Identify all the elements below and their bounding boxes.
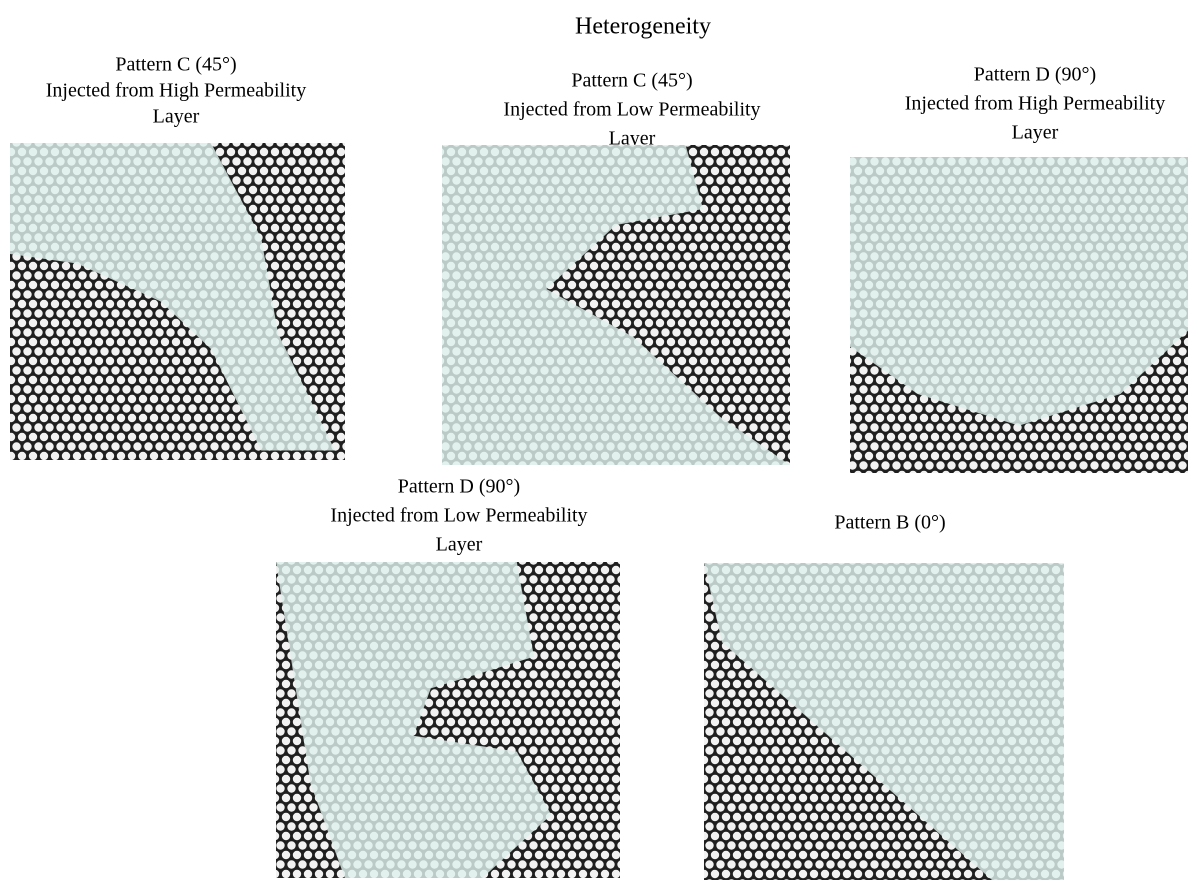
panel-caption: Pattern C (45°) xyxy=(115,54,236,76)
micromodel-image xyxy=(10,143,345,460)
panel: Pattern D (90°) Injected from Low Permeab… xyxy=(276,476,620,878)
figure: Heterogeneity Pattern C (45°) Injected fr… xyxy=(0,0,1198,883)
panel-caption: Pattern B (0°) xyxy=(834,512,945,534)
micromodel-image xyxy=(704,563,1064,880)
figure-title: Heterogeneity xyxy=(575,14,711,40)
panel-caption: Layer xyxy=(436,534,483,556)
panel-caption: Pattern C (45°) xyxy=(571,70,692,92)
micromodel-image xyxy=(276,562,620,878)
panel-caption: Injected from Low Permeability xyxy=(503,99,760,121)
panel-caption: Pattern D (90°) xyxy=(974,64,1096,86)
panel: Pattern C (45°) Injected from Low Permeab… xyxy=(442,70,790,465)
panel-caption: Injected from High Permeability xyxy=(905,93,1165,115)
panel-caption: Layer xyxy=(153,106,200,128)
panel-caption: Injected from Low Permeability xyxy=(330,505,587,527)
micromodel-image xyxy=(442,145,790,465)
panel-caption: Layer xyxy=(1012,122,1059,144)
panel: Pattern D (90°) Injected from High Permea… xyxy=(850,64,1188,473)
panel: Pattern B (0°) xyxy=(704,512,1064,880)
micromodel-image xyxy=(850,157,1188,473)
panel: Pattern C (45°) Injected from High Permea… xyxy=(10,54,345,460)
panel-caption: Injected from High Permeability xyxy=(46,80,306,102)
panel-caption: Pattern D (90°) xyxy=(398,476,520,498)
